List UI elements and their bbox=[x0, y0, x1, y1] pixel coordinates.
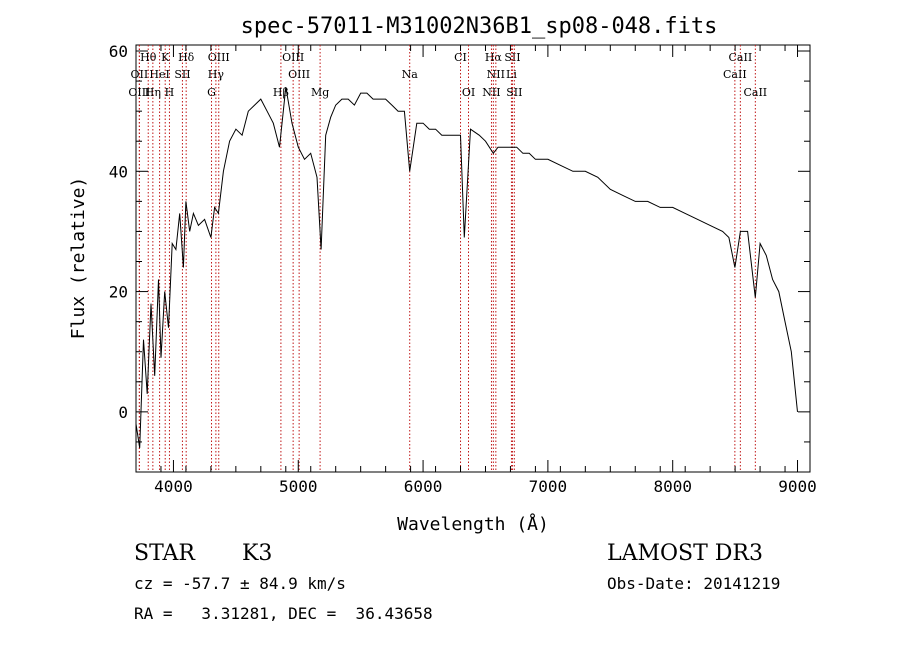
spectral-line-label: H bbox=[165, 86, 175, 99]
x-tick-label: 8000 bbox=[653, 477, 692, 496]
spectral-line-label: NII bbox=[482, 86, 500, 99]
y-tick-label: 60 bbox=[109, 42, 128, 61]
x-tick-label: 5000 bbox=[279, 477, 318, 496]
object-class: STAR bbox=[134, 541, 196, 566]
series-layer bbox=[135, 87, 798, 448]
spectral-line-label: SII bbox=[504, 51, 520, 64]
spectral-line-label: Mg bbox=[311, 86, 329, 99]
spectral-line-label: SII bbox=[174, 68, 190, 81]
spectral-line-label: Na bbox=[402, 68, 419, 81]
spectral-line-label: OIII bbox=[128, 86, 150, 99]
spectral-line-label: G bbox=[207, 86, 216, 99]
spectral-line-label: OIII bbox=[282, 51, 304, 64]
spectral-line-label: CaII bbox=[743, 86, 767, 99]
spectral-line-label: Hδ bbox=[178, 51, 195, 64]
x-axis-label: Wavelength (Å) bbox=[397, 513, 549, 535]
survey-label: LAMOST DR3 bbox=[607, 541, 763, 566]
x-tick-label: 7000 bbox=[529, 477, 568, 496]
x-tick-label: 6000 bbox=[404, 477, 443, 496]
chart-title: spec-57011-M31002N36B1_sp08-048.fits bbox=[241, 14, 718, 39]
spectral-line-label: CI bbox=[454, 51, 467, 64]
spectral-line-label: Hη bbox=[145, 86, 161, 99]
spectral-line-label: Hθ bbox=[140, 51, 157, 64]
spectral-line-label: SII bbox=[506, 86, 522, 99]
spectral-line-label: NII bbox=[487, 68, 505, 81]
spectral-line-label: CaII bbox=[729, 51, 753, 64]
sky-coordinates: RA = 3.31281, DEC = 36.43658 bbox=[134, 604, 433, 623]
axis-ticks: 4000 5000 6000 7000 8000 9000 0 20 40 60 bbox=[109, 42, 817, 496]
x-tick-label: 4000 bbox=[154, 477, 193, 496]
y-tick-label: 0 bbox=[118, 403, 128, 422]
spectral-line-label: OIII bbox=[288, 68, 310, 81]
spectral-line-label: HeI bbox=[149, 68, 169, 81]
spectral-line-label: OI bbox=[462, 86, 475, 99]
spectral-line-label: Hα bbox=[485, 51, 503, 64]
spectral-line-label: CaII bbox=[723, 68, 747, 81]
y-axis-label: Flux (relative) bbox=[68, 177, 89, 340]
x-tick-label: 9000 bbox=[778, 477, 817, 496]
flux-series-line bbox=[135, 87, 798, 448]
spectral-line-label: OIII bbox=[208, 51, 230, 64]
redshift-velocity: cz = -57.7 ± 84.9 km/s bbox=[134, 574, 346, 593]
y-tick-label: 20 bbox=[109, 283, 128, 302]
plot-frame bbox=[135, 44, 811, 473]
spectral-line-label: Hγ bbox=[208, 68, 225, 81]
spectral-line-label: K bbox=[161, 51, 170, 64]
y-tick-label: 40 bbox=[109, 162, 128, 181]
spectral-line-label: Li bbox=[506, 68, 517, 81]
observation-date: Obs-Date: 20141219 bbox=[607, 574, 780, 593]
object-subclass: K3 bbox=[242, 541, 272, 566]
